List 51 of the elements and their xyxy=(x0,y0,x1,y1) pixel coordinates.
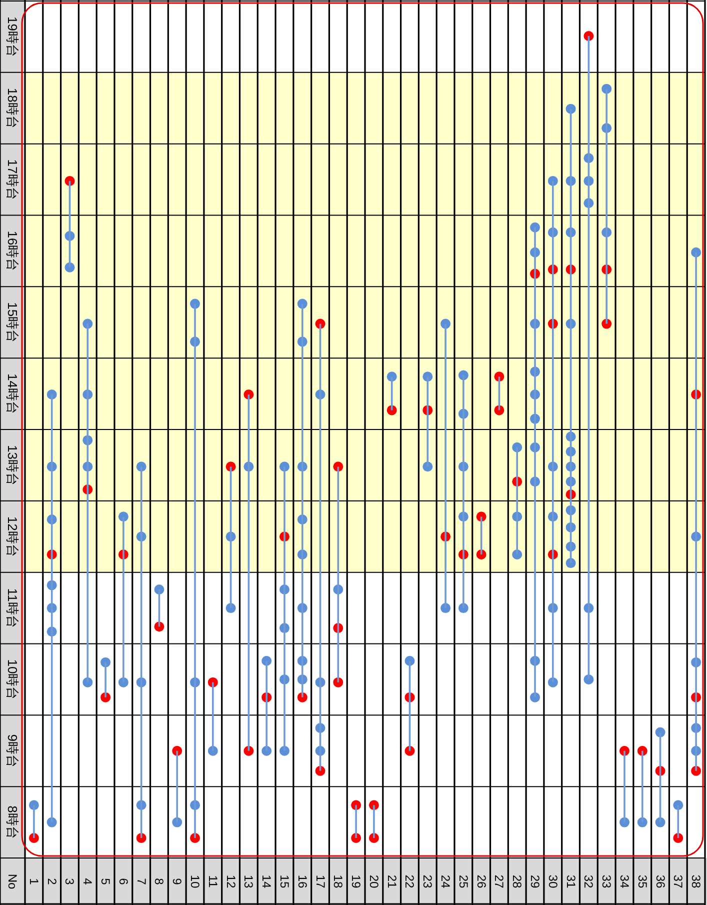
x-tick-label: 33 xyxy=(600,874,614,888)
x-tick-label: 15 xyxy=(277,874,292,888)
x-tick-label: 13 xyxy=(242,874,256,888)
x-tick-label: 8 xyxy=(152,878,166,886)
y-tick-label: 12時台 xyxy=(5,516,20,557)
x-tick-label: 2 xyxy=(44,878,59,886)
y-tick-label: 19時台 xyxy=(5,16,20,57)
x-tick-label: 6 xyxy=(116,878,130,886)
y-tick-label: 9時台 xyxy=(5,734,20,768)
x-tick-label: 29 xyxy=(528,874,542,888)
y-tick-label: 10時台 xyxy=(5,659,20,700)
x-tick-label: 11 xyxy=(206,875,220,888)
x-tick-label: 9 xyxy=(170,878,184,886)
text: No xyxy=(6,874,20,890)
x-tick-label: 31 xyxy=(564,874,578,888)
x-tick-label: 3 xyxy=(62,878,77,886)
x-tick-label: 36 xyxy=(653,874,668,888)
x-tick-label: 25 xyxy=(456,874,470,888)
y-tick-label: 14時台 xyxy=(5,374,20,414)
x-tick-label: 16 xyxy=(295,874,310,888)
x-tick-label: 34 xyxy=(617,874,632,888)
x-tick-label: 18 xyxy=(331,874,346,888)
x-tick-label: 22 xyxy=(402,874,417,888)
y-tick-label: 8時台 xyxy=(5,806,20,839)
x-tick-label: 17 xyxy=(313,874,328,888)
x-tick-label: 24 xyxy=(438,874,453,888)
x-tick-label: 28 xyxy=(510,874,524,888)
y-tick-label: 11時台 xyxy=(5,588,20,628)
x-tick-label: 14 xyxy=(260,874,274,888)
y-tick-label: 18時台 xyxy=(5,88,20,128)
x-tick-label: 10 xyxy=(188,874,202,888)
x-tick-label: 26 xyxy=(474,874,488,888)
x-tick-label: 5 xyxy=(98,878,113,886)
x-tick-label: 27 xyxy=(492,874,506,888)
x-tick-label: 7 xyxy=(134,878,148,886)
x-tick-label: 20 xyxy=(366,874,381,888)
x-tick-label: 23 xyxy=(420,874,435,888)
y-tick-label: 13時台 xyxy=(5,444,20,486)
y-tick-label: 15時台 xyxy=(5,302,20,343)
x-tick-label: 30 xyxy=(546,874,560,888)
x-tick-label: 1 xyxy=(26,878,41,886)
x-tick-label: 37 xyxy=(671,874,686,888)
y-tick-label: 16時台 xyxy=(5,230,20,272)
x-tick-label: 4 xyxy=(80,878,95,886)
x-tick-label: 32 xyxy=(582,874,596,888)
x-tick-label: 35 xyxy=(635,874,650,888)
x-tick-label: 38 xyxy=(689,874,704,888)
x-tick-label: 21 xyxy=(384,874,399,888)
y-tick-label: 17時台 xyxy=(5,159,20,200)
x-tick-label: 12 xyxy=(224,874,238,888)
x-tick-label: 19 xyxy=(349,874,364,888)
